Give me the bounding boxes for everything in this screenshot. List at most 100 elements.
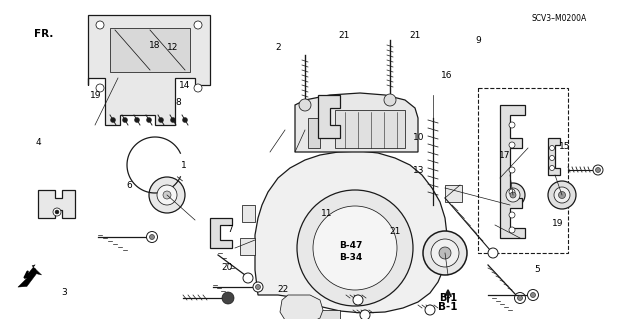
Circle shape (509, 227, 515, 233)
Circle shape (509, 167, 515, 173)
Text: 7: 7 (228, 225, 233, 234)
Polygon shape (240, 238, 255, 255)
Polygon shape (242, 205, 255, 222)
Polygon shape (255, 151, 447, 313)
Text: 8: 8 (175, 98, 180, 107)
Polygon shape (110, 28, 190, 72)
Bar (478, 88, 568, 253)
Text: 6: 6 (127, 181, 132, 190)
Circle shape (488, 248, 498, 258)
Text: B-1: B-1 (438, 302, 458, 312)
Text: B-34: B-34 (339, 253, 362, 262)
Circle shape (431, 239, 459, 267)
Circle shape (506, 188, 520, 202)
Text: 10: 10 (413, 133, 425, 142)
Circle shape (297, 190, 413, 306)
Text: 21: 21 (339, 31, 350, 40)
Text: 22: 22 (277, 285, 289, 294)
Polygon shape (318, 95, 340, 138)
Circle shape (531, 293, 536, 298)
Polygon shape (335, 110, 405, 148)
Polygon shape (445, 185, 462, 202)
Circle shape (501, 183, 525, 207)
Circle shape (150, 234, 154, 240)
Text: 15: 15 (559, 142, 570, 151)
Polygon shape (310, 310, 340, 319)
Polygon shape (548, 138, 560, 175)
Text: 19: 19 (90, 91, 102, 100)
Circle shape (299, 99, 311, 111)
Text: 21: 21 (409, 31, 420, 40)
Circle shape (122, 117, 127, 122)
Circle shape (550, 166, 554, 170)
Circle shape (96, 21, 104, 29)
Text: 1: 1 (182, 161, 187, 170)
Circle shape (548, 181, 576, 209)
Text: 4: 4 (36, 138, 41, 147)
Circle shape (147, 117, 152, 122)
Circle shape (360, 310, 370, 319)
Text: 17: 17 (499, 151, 510, 160)
Text: 2: 2 (276, 43, 281, 52)
Circle shape (425, 305, 435, 315)
Circle shape (222, 292, 234, 304)
Circle shape (55, 210, 59, 214)
Circle shape (550, 145, 554, 151)
Polygon shape (88, 15, 210, 125)
Circle shape (439, 247, 451, 259)
Circle shape (243, 273, 253, 283)
Polygon shape (280, 295, 323, 319)
Circle shape (182, 117, 188, 122)
Circle shape (593, 165, 603, 175)
Text: 14: 14 (179, 81, 190, 90)
Text: 21: 21 (390, 227, 401, 236)
Text: SCV3–M0200A: SCV3–M0200A (531, 14, 586, 23)
Polygon shape (210, 218, 232, 248)
Circle shape (149, 177, 185, 213)
Circle shape (134, 117, 140, 122)
Circle shape (554, 187, 570, 203)
Circle shape (194, 21, 202, 29)
Circle shape (423, 231, 467, 275)
Circle shape (509, 142, 515, 148)
Text: 12: 12 (167, 43, 179, 52)
Circle shape (111, 117, 115, 122)
Circle shape (510, 192, 516, 198)
Text: 5: 5 (535, 265, 540, 274)
Text: B-1: B-1 (439, 293, 457, 303)
Circle shape (194, 84, 202, 92)
Text: FR.: FR. (34, 29, 53, 40)
Circle shape (550, 155, 554, 160)
Circle shape (255, 285, 260, 290)
Circle shape (163, 191, 171, 199)
Circle shape (170, 117, 175, 122)
Circle shape (515, 293, 525, 303)
Circle shape (518, 295, 522, 300)
Polygon shape (38, 190, 75, 218)
Circle shape (509, 122, 515, 128)
Circle shape (157, 185, 177, 205)
Polygon shape (18, 265, 42, 287)
Text: 20: 20 (221, 263, 233, 272)
Text: 9: 9 (476, 36, 481, 45)
Text: 13: 13 (413, 166, 424, 175)
Circle shape (313, 206, 397, 290)
Text: 19: 19 (552, 219, 564, 228)
Polygon shape (295, 93, 418, 152)
Circle shape (159, 117, 163, 122)
Circle shape (527, 290, 538, 300)
Circle shape (384, 94, 396, 106)
Polygon shape (500, 105, 525, 238)
Circle shape (509, 189, 515, 195)
Text: 11: 11 (321, 209, 332, 218)
Text: 16: 16 (441, 71, 452, 80)
Text: B-47: B-47 (339, 241, 362, 250)
Circle shape (147, 232, 157, 242)
Circle shape (595, 167, 600, 173)
Circle shape (559, 191, 566, 198)
Circle shape (509, 212, 515, 218)
Circle shape (253, 282, 263, 292)
Circle shape (53, 208, 61, 216)
Text: 18: 18 (149, 41, 161, 50)
Text: 3: 3 (61, 288, 67, 297)
